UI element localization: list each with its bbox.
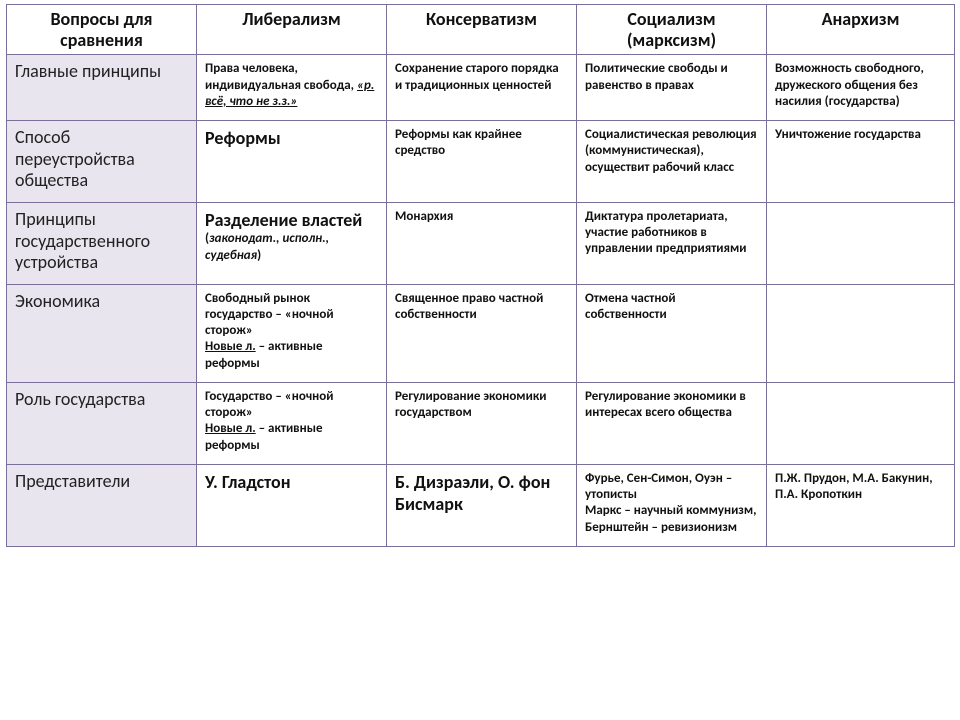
cell-liberalism: Права человека, индивидуальная свобода, …: [197, 55, 387, 121]
cell-anarchism: Уничтожение государства: [767, 121, 955, 203]
cell-text-line2: Новые л. – активные реформы: [205, 421, 378, 454]
table-row: Роль государства Государство – «ночной с…: [7, 382, 955, 464]
cell-anarchism: [767, 382, 955, 464]
cell-conservatism: Реформы как крайнее средство: [387, 121, 577, 203]
cell-anarchism: [767, 202, 955, 284]
row-label: Представители: [7, 464, 197, 546]
table-header-row: Вопросы для сравнения Либерализм Консерв…: [7, 5, 955, 55]
cell-text-big: Разделение властей: [205, 209, 378, 232]
cell-text-underline: Новые л.: [205, 421, 256, 436]
table-row: Главные принципы Права человека, индивид…: [7, 55, 955, 121]
cell-text: Фурье, Сен-Симон, Оуэн – утописты: [585, 471, 758, 504]
cell-text-line2: Новые л. – активные реформы: [205, 339, 378, 372]
cell-socialism: Социалистическая революция (коммунистиче…: [577, 121, 767, 203]
cell-conservatism: Сохранение старого порядка и традиционны…: [387, 55, 577, 121]
cell-text-italic: законодат., исполн., судебная: [205, 231, 329, 262]
cell-text: Маркс – научный коммунизм, Бернштейн – р…: [585, 503, 758, 536]
cell-text: Государство – «ночной сторож»: [205, 389, 378, 422]
cell-liberalism: Реформы: [197, 121, 387, 203]
table-row: Экономика Свободный рынок государство – …: [7, 284, 955, 382]
cell-conservatism: Регулирование экономики государством: [387, 382, 577, 464]
cell-conservatism: Монархия: [387, 202, 577, 284]
cell-text: Свободный рынок государство – «ночной ст…: [205, 291, 378, 340]
row-label: Главные принципы: [7, 55, 197, 121]
row-label: Роль государства: [7, 382, 197, 464]
cell-socialism: Фурье, Сен-Симон, Оуэн – утописты Маркс …: [577, 464, 767, 546]
paren-close: ): [257, 248, 261, 263]
table-row: Представители У. Гладстон Б. Дизраэли, О…: [7, 464, 955, 546]
cell-liberalism: Разделение властей (законодат., исполн.,…: [197, 202, 387, 284]
cell-text-underline: Новые л.: [205, 339, 256, 354]
cell-text: Права человека, индивидуальная свобода,: [205, 61, 357, 92]
cell-anarchism: [767, 284, 955, 382]
col-header-questions: Вопросы для сравнения: [7, 5, 197, 55]
cell-liberalism: Государство – «ночной сторож» Новые л. –…: [197, 382, 387, 464]
table-row: Принципы государствен­ного устройства Ра…: [7, 202, 955, 284]
row-label: Принципы государствен­ного устройства: [7, 202, 197, 284]
row-label: Способ переустройства общества: [7, 121, 197, 203]
col-header-anarchism: Анархизм: [767, 5, 955, 55]
cell-conservatism: Священное право частной собственности: [387, 284, 577, 382]
cell-socialism: Регулирование экономики в интересах всег…: [577, 382, 767, 464]
cell-subtext: (законодат., исполн., судебная): [205, 231, 378, 264]
col-header-conservatism: Консерватизм: [387, 5, 577, 55]
col-header-socialism: Социализм (марксизм): [577, 5, 767, 55]
table-row: Способ переустройства общества Реформы Р…: [7, 121, 955, 203]
cell-anarchism: Возможность свободного, дружеского общен…: [767, 55, 955, 121]
row-label: Экономика: [7, 284, 197, 382]
col-header-liberalism: Либерализм: [197, 5, 387, 55]
cell-socialism: Отмена частной собственности: [577, 284, 767, 382]
cell-anarchism: П.Ж. Прудон, М.А. Бакунин, П.А. Кропотки…: [767, 464, 955, 546]
cell-socialism: Диктатура пролетариата, участие работник…: [577, 202, 767, 284]
cell-liberalism: У. Гладстон: [197, 464, 387, 546]
ideologies-comparison-table: Вопросы для сравнения Либерализм Консерв…: [6, 4, 955, 547]
cell-socialism: Политические свободы и равенство в права…: [577, 55, 767, 121]
cell-liberalism: Свободный рынок государство – «ночной ст…: [197, 284, 387, 382]
cell-conservatism: Б. Дизраэли, О. фон Бисмарк: [387, 464, 577, 546]
